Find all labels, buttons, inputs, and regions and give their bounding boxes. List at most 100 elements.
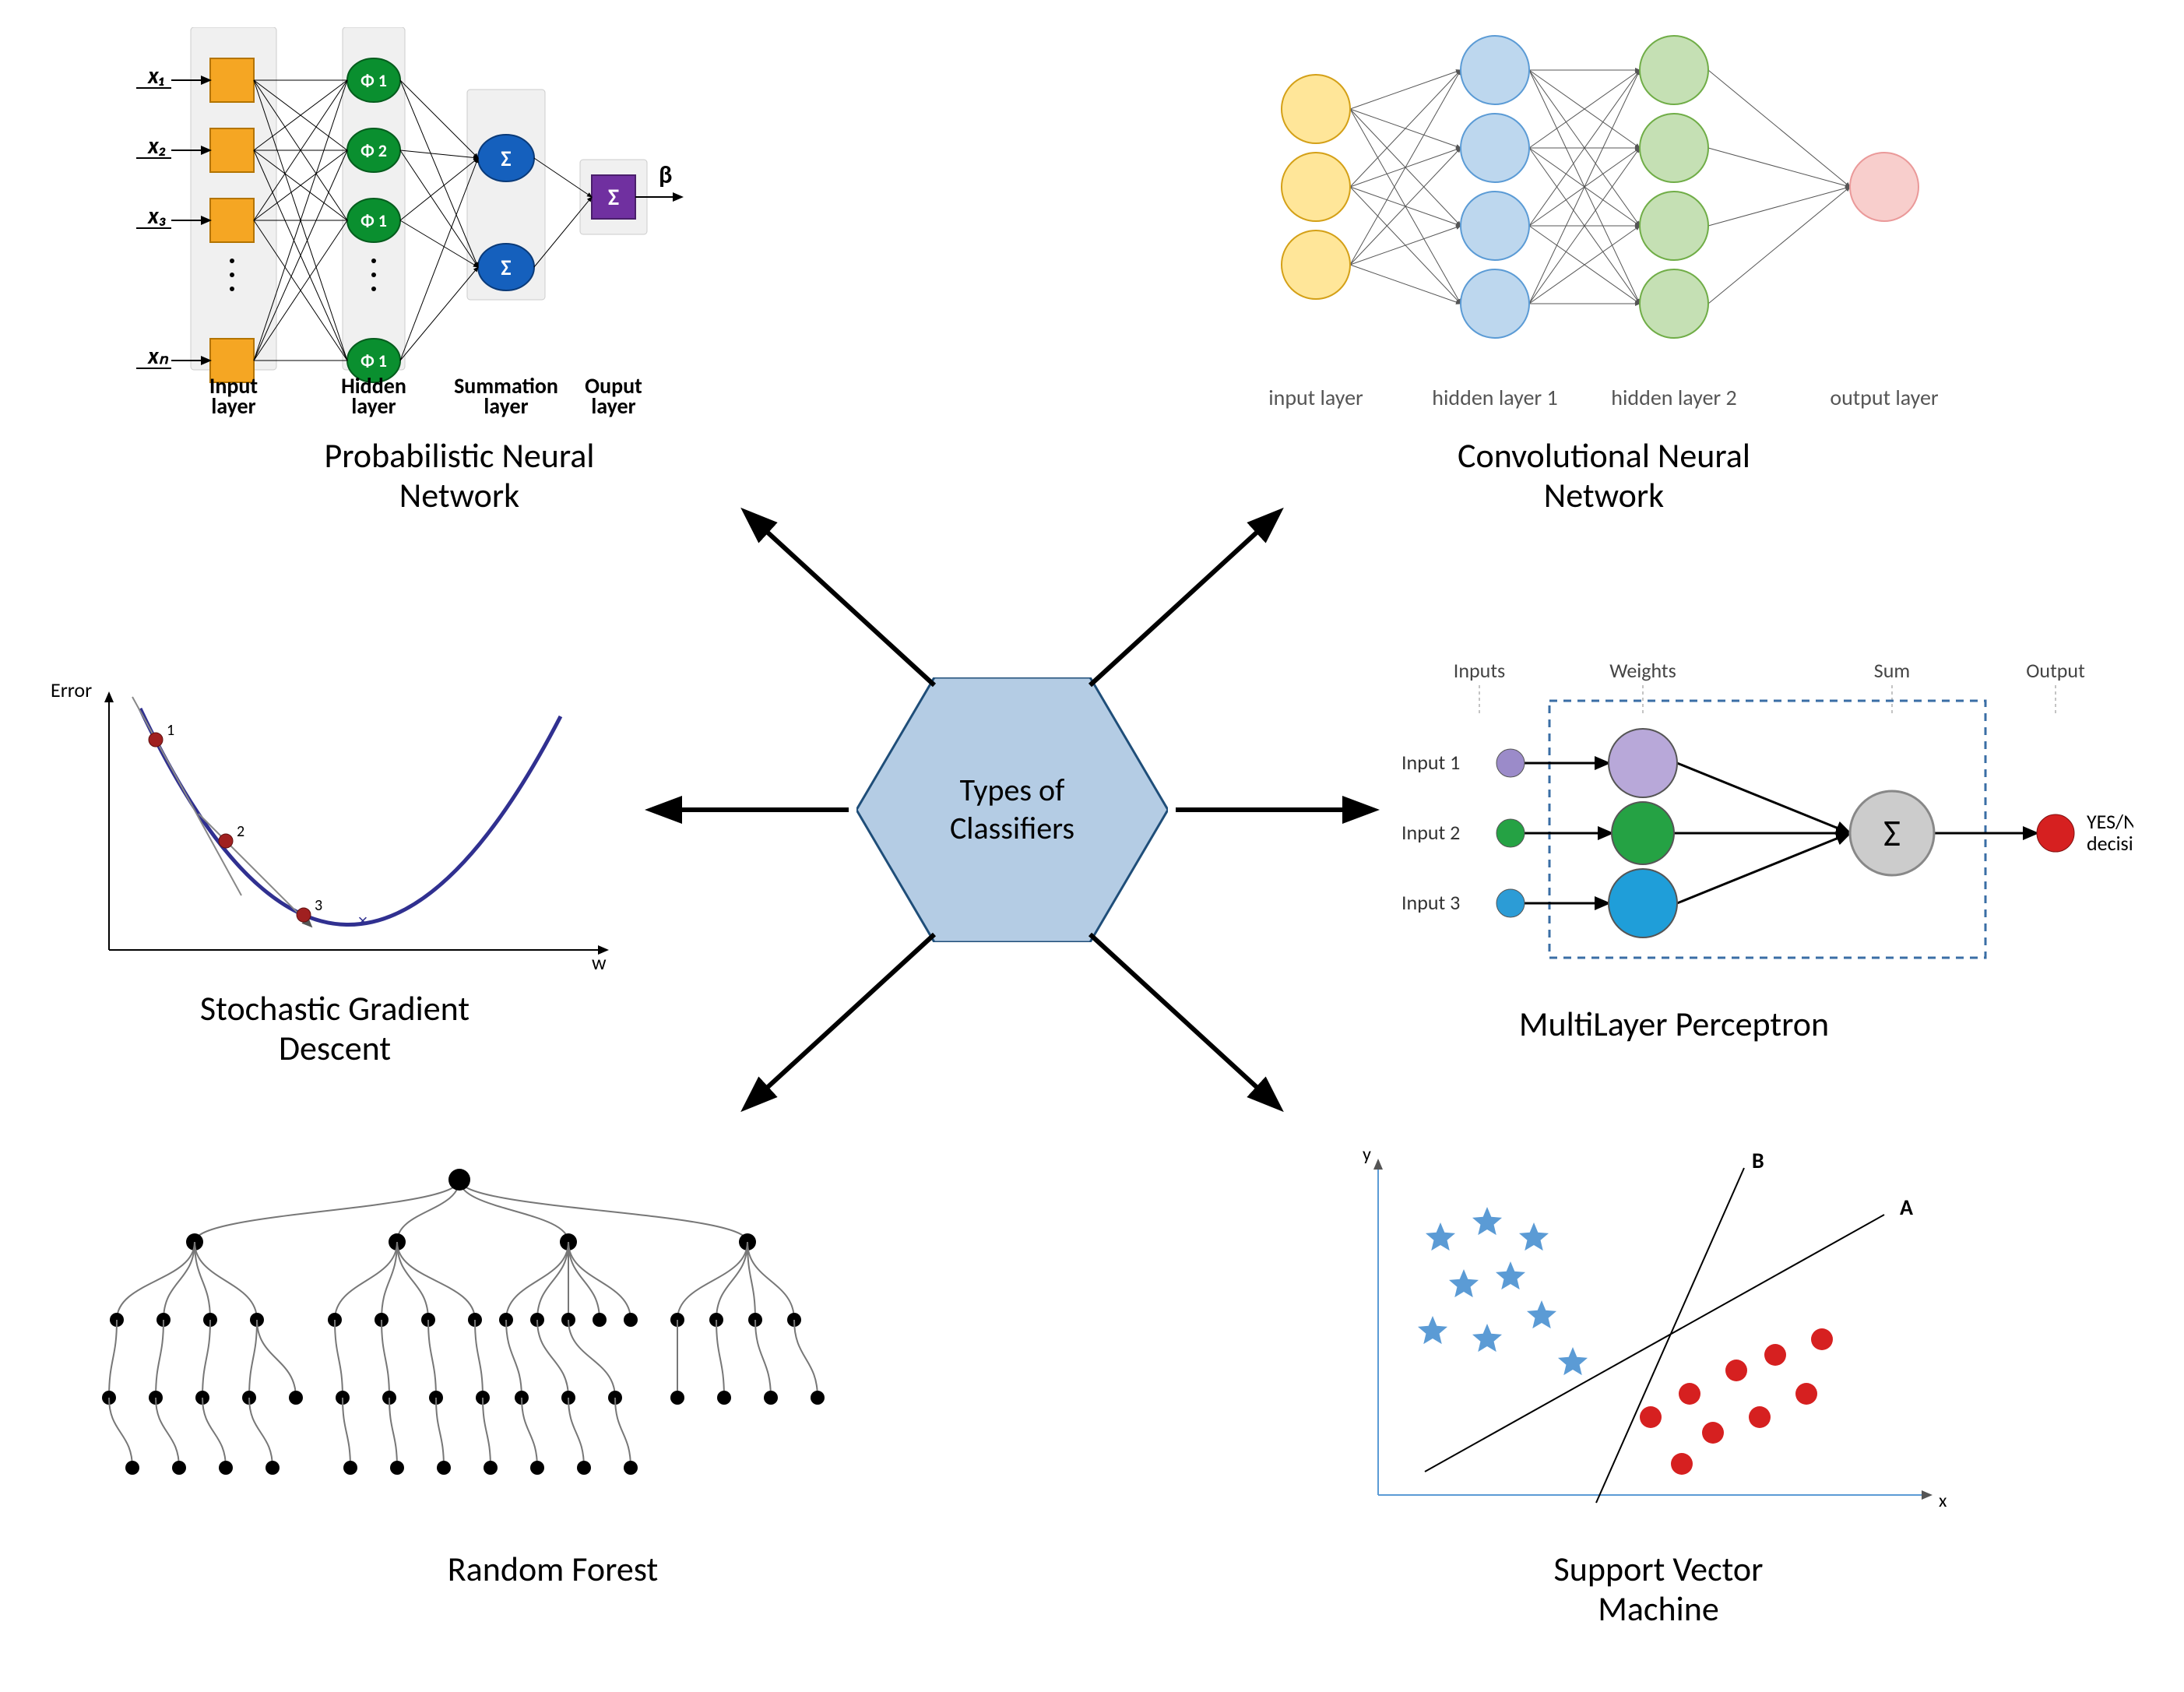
rf-node [577,1461,591,1475]
cnn-node [1461,269,1529,338]
svg-text:Weights: Weights [1609,658,1676,683]
svg-text:layer: layer [591,392,635,420]
svm-dot [1679,1383,1700,1405]
svg-text:x₂: x₂ [147,132,167,160]
svg-text:Σ: Σ [501,145,511,172]
pnn-diagram: x₁x₂x₃xₙΦ 1Φ 2Φ 1Φ 1ΣΣΣβInputlayerHidden… [125,27,747,424]
svm-dot [1671,1453,1693,1475]
svm-star [1472,1207,1502,1235]
svg-text:x₃: x₃ [147,202,167,230]
sgd-point [219,834,233,848]
cnn-node [1282,230,1350,299]
title-cnn: Convolutional NeuralNetwork [1409,436,1799,515]
svg-text:Φ 1: Φ 1 [360,210,387,231]
cnn-node [1461,36,1529,104]
svg-text:Input 3: Input 3 [1401,890,1460,915]
sgd-point [149,733,163,747]
mlp-input-node [1496,889,1525,917]
svg-text:Output: Output [2026,658,2085,683]
title-rf: Random Forest [358,1550,747,1589]
spoke-arrow [1090,514,1277,685]
svm-star [1426,1222,1455,1251]
center-hexagon: Types of Classifiers [856,677,1168,942]
mlp-diagram: InputsWeightsSumOutputInput 1Input 2Inpu… [1394,654,2133,989]
svg-text:y: y [1363,1143,1371,1166]
rf-node [390,1461,404,1475]
svg-text:×: × [358,909,368,932]
rf-node [764,1391,778,1405]
rf-node [624,1313,638,1327]
center-title: Types of Classifiers [856,771,1168,847]
sgd-diagram: Errorw123× [47,677,654,981]
cnn-diagram: input layerhidden layer 1hidden layer 2o… [1261,31,1962,420]
rf-node [624,1461,638,1475]
pnn-input-box [210,58,254,102]
svm-star [1558,1347,1588,1375]
svg-text:layer: layer [351,392,396,420]
cnn-node [1282,75,1350,143]
svm-dot [1725,1360,1747,1381]
title-mlp: MultiLayer Perceptron [1479,1004,1869,1044]
rf-node [811,1391,825,1405]
title-svm: Support VectorMachine [1464,1550,1853,1628]
cnn-node [1282,153,1350,221]
svg-text:Input 2: Input 2 [1401,820,1460,845]
mlp-weight-node [1609,729,1677,797]
center-title-line1: Types of [960,771,1065,809]
pnn-input-box [210,199,254,242]
svg-text:Σ: Σ [608,183,619,212]
svg-text:β: β [659,160,672,190]
svg-text:decision: decision [2087,831,2133,856]
svg-text:B: B [1752,1147,1764,1174]
svg-text:Input 1: Input 1 [1401,750,1460,775]
svg-text:Φ 2: Φ 2 [360,140,387,161]
svg-text:A: A [1900,1194,1913,1221]
rf-node [172,1461,186,1475]
svm-line [1596,1168,1744,1503]
svg-text:hidden layer 1: hidden layer 1 [1432,384,1557,411]
sgd-point [297,908,311,922]
spoke-arrow [1090,934,1277,1106]
svg-text:Σ: Σ [501,254,511,281]
svm-dot [1795,1383,1817,1405]
svg-text:w: w [592,950,607,975]
mlp-output-node [2037,814,2074,852]
spoke-arrow [747,514,934,685]
rf-node [670,1391,684,1405]
svg-text:2: 2 [237,822,244,841]
rf-node [125,1461,139,1475]
svg-text:layer: layer [484,392,528,420]
cnn-node [1850,153,1918,221]
rf-node [448,1169,470,1191]
center-title-line2: Classifiers [950,809,1074,847]
rf-node [219,1461,233,1475]
mlp-input-node [1496,819,1525,847]
svm-star [1449,1269,1479,1297]
svm-star [1472,1324,1502,1352]
svm-star [1418,1316,1447,1344]
svm-dot [1811,1328,1833,1350]
sgd-curve [140,709,561,925]
spoke-arrow [747,934,934,1106]
svg-text:Φ 1: Φ 1 [360,350,387,371]
svg-text:output layer: output layer [1830,384,1939,411]
svg-text:Φ 1: Φ 1 [360,70,387,91]
svg-text:layer: layer [211,392,255,420]
cnn-node [1640,36,1708,104]
rf-node [717,1391,731,1405]
title-pnn: Probabilistic NeuralNetwork [265,436,654,515]
rf-node [266,1461,280,1475]
mlp-weight-node [1612,802,1674,864]
svg-text:3: 3 [315,896,322,915]
cnn-node [1640,192,1708,260]
rf-node [437,1461,451,1475]
cnn-node [1640,114,1708,182]
svg-text:x₁: x₁ [147,62,164,90]
svg-text:Inputs: Inputs [1454,658,1505,683]
svg-text:input layer: input layer [1268,384,1363,411]
rf-node [484,1461,498,1475]
svm-dot [1764,1344,1786,1366]
title-sgd: Stochastic GradientDescent [140,989,529,1068]
mlp-weight-node [1609,869,1677,937]
pnn-input-box [210,128,254,172]
